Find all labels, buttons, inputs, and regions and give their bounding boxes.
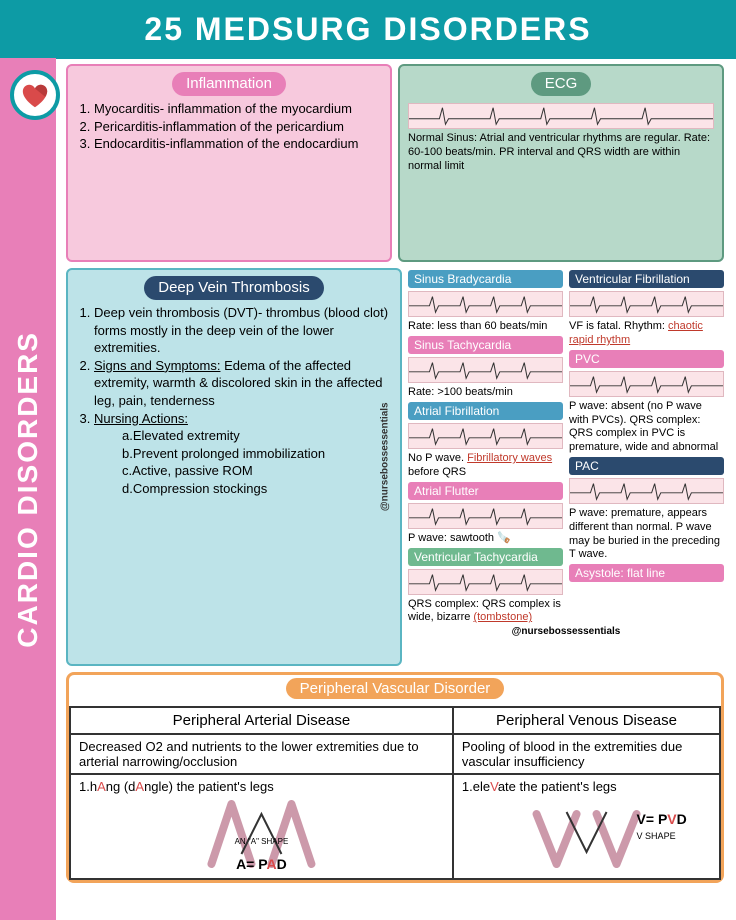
ecg-label: Asystole: flat line — [569, 564, 724, 582]
ecg-label: Ventricular Tachycardia — [408, 548, 563, 566]
sub-item: c.Active, passive ROM — [122, 462, 392, 480]
ecg-desc: P wave: premature, appears different tha… — [569, 507, 724, 562]
ecg-label: PVC — [569, 350, 724, 368]
page-title: 25 MEDSURG DISORDERS — [0, 0, 736, 59]
ecg-strip — [408, 569, 563, 595]
watermark: @nursebossessentials — [379, 402, 393, 511]
ecg-heading: ECG — [531, 72, 592, 96]
svg-text:A= PAD: A= PAD — [236, 856, 287, 872]
ecg-normal-strip — [408, 103, 714, 129]
sub-item: b.Prevent prolonged immobilization — [122, 445, 392, 463]
pvd-col1-desc: Decreased O2 and nutrients to the lower … — [70, 734, 453, 774]
ecg-strip — [408, 503, 563, 529]
main-content: Inflammation Myocarditis- inflammation o… — [60, 58, 730, 920]
list-item: Nursing Actions: a.Elevated extremity b.… — [94, 410, 392, 498]
sidebar: CARDIO DISORDERS — [0, 58, 56, 920]
watermark: @nursebossessentials — [408, 625, 724, 639]
ecg-left-col: Sinus Bradycardia Rate: less than 60 beat… — [408, 268, 563, 625]
ecg-strip — [569, 478, 724, 504]
ecg-normal-desc: Normal Sinus: Atrial and ventricular rhy… — [408, 132, 714, 173]
ecg-strip — [569, 371, 724, 397]
svg-text:V SHAPE: V SHAPE — [636, 831, 675, 841]
dvt-box: Deep Vein Thrombosis Deep vein thrombosi… — [66, 268, 402, 666]
sidebar-label: CARDIO DISORDERS — [12, 331, 44, 648]
ecg-desc: P wave: sawtooth 🪚 — [408, 532, 563, 546]
ecg-right-col: Ventricular Fibrillation VF is fatal. Rhy… — [569, 268, 724, 625]
ecg-label: Sinus Bradycardia — [408, 270, 563, 288]
list-item: Deep vein thrombosis (DVT)- thrombus (bl… — [94, 304, 392, 357]
svg-text:V= PVD: V= PVD — [636, 811, 686, 827]
ecg-label: Atrial Flutter — [408, 482, 563, 500]
pvd-col1-head: Peripheral Arterial Disease — [70, 707, 453, 734]
svg-text:AN "A" SHAPE: AN "A" SHAPE — [235, 837, 289, 846]
sub-item: a.Elevated extremity — [122, 427, 392, 445]
ecg-strip — [408, 423, 563, 449]
list-item: Pericarditis-inflammation of the pericar… — [94, 118, 382, 136]
a-shape-diagram: AN "A" SHAPE A= PAD — [79, 794, 444, 874]
ecg-desc: P wave: absent (no P wave with PVCs). QR… — [569, 400, 724, 455]
ecg-desc: VF is fatal. Rhythm: chaotic rapid rhyth… — [569, 320, 724, 348]
pvd-table: Peripheral Arterial Disease Peripheral V… — [69, 706, 721, 880]
pvd-col1-action: 1.hAng (dAngle) the patient's legs AN "A… — [70, 774, 453, 879]
ecg-top-box: ECG Normal Sinus: Atrial and ventricular… — [398, 64, 724, 262]
inflammation-heading: Inflammation — [172, 72, 286, 96]
list-item: Signs and Symptoms: Edema of the affecte… — [94, 357, 392, 410]
ecg-strip — [408, 291, 563, 317]
inflammation-box: Inflammation Myocarditis- inflammation o… — [66, 64, 392, 262]
ecg-strip — [408, 357, 563, 383]
ecg-desc: Rate: less than 60 beats/min — [408, 320, 563, 334]
heart-icon — [10, 70, 60, 120]
ecg-strip — [569, 291, 724, 317]
ecg-label: PAC — [569, 457, 724, 475]
ecg-label: Atrial Fibrillation — [408, 402, 563, 420]
ecg-rhythms-box: Sinus Bradycardia Rate: less than 60 beat… — [408, 268, 724, 666]
ecg-label: Sinus Tachycardia — [408, 336, 563, 354]
pvd-heading: Peripheral Vascular Disorder — [286, 678, 505, 699]
pvd-col2-action: 1.eleVate the patient's legs V= PVD V SH… — [453, 774, 720, 879]
list-item: Endocarditis-inflammation of the endocar… — [94, 135, 382, 153]
ecg-label: Ventricular Fibrillation — [569, 270, 724, 288]
pvd-col2-desc: Pooling of blood in the extremities due … — [453, 734, 720, 774]
dvt-heading: Deep Vein Thrombosis — [144, 276, 323, 300]
list-item: Myocarditis- inflammation of the myocard… — [94, 100, 382, 118]
v-shape-diagram: V= PVD V SHAPE — [462, 794, 711, 874]
ecg-desc: QRS complex: QRS complex is wide, bizarr… — [408, 598, 563, 626]
sub-item: d.Compression stockings — [122, 480, 392, 498]
inflammation-list: Myocarditis- inflammation of the myocard… — [76, 100, 382, 153]
pvd-col2-head: Peripheral Venous Disease — [453, 707, 720, 734]
ecg-desc: No P wave. Fibrillatory waves before QRS — [408, 452, 563, 480]
ecg-desc: Rate: >100 beats/min — [408, 386, 563, 400]
pvd-box: Peripheral Vascular Disorder Peripheral … — [66, 672, 724, 883]
